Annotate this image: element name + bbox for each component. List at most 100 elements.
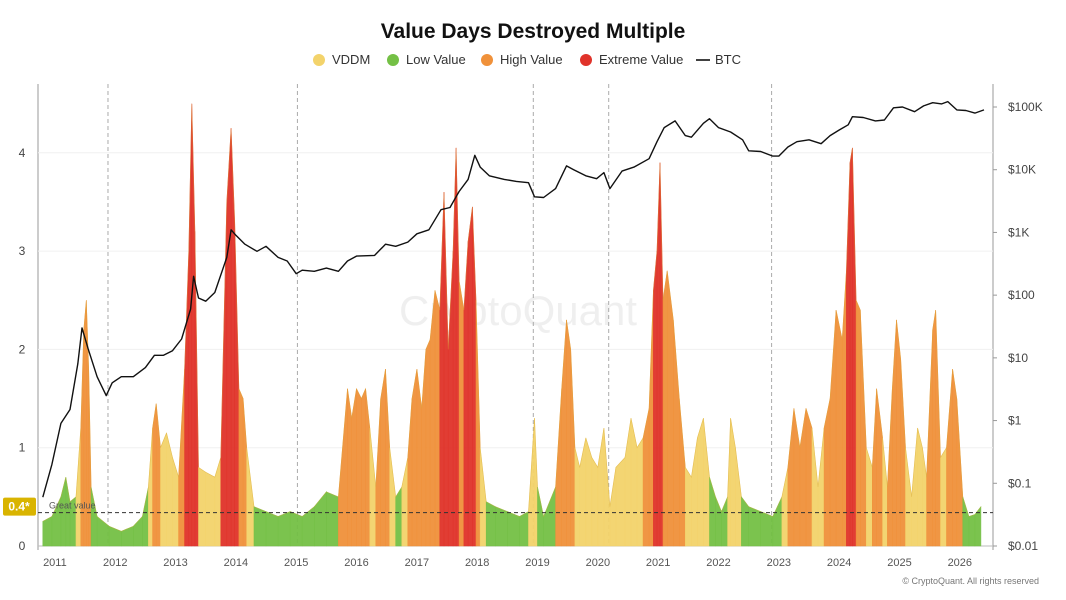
vddm-segment	[829, 310, 837, 547]
vddm-segment	[926, 329, 933, 547]
y-tick-label-right: $1	[1008, 414, 1022, 428]
y-tick-label-right: $10	[1008, 351, 1028, 365]
vddm-segment	[214, 457, 222, 547]
vddm-segment	[811, 427, 819, 547]
x-tick-label: 2015	[284, 557, 308, 569]
vddm-segment	[230, 128, 235, 547]
vddm-segment	[407, 398, 413, 547]
vddm-segment	[817, 427, 825, 547]
vddm-segment	[96, 515, 110, 547]
vddm-segment	[80, 329, 85, 547]
vddm-segment	[121, 525, 134, 547]
axis-layer: 0 1 2 3 4 $0.01 $0.1 $1 $10 $100 $1K $10K $100K 2011 2…	[3, 100, 1043, 569]
legend-label: BTC	[715, 52, 741, 67]
y-tick-label-right: $1K	[1008, 225, 1029, 239]
great-value-label: Great value	[49, 501, 96, 511]
vddm-segment	[198, 466, 206, 547]
vddm-segment	[852, 147, 857, 547]
vddm-segment	[905, 447, 912, 547]
x-tick-label: 2023	[767, 557, 791, 569]
vddm-segment	[570, 349, 576, 547]
x-tick-label: 2016	[344, 557, 368, 569]
vddm-segment	[365, 388, 371, 547]
vddm-segment	[507, 511, 520, 547]
vddm-segment	[841, 270, 847, 547]
vddm-segment	[805, 408, 813, 547]
vddm-segment	[872, 388, 877, 547]
vddm-segment	[781, 467, 789, 547]
vddm-segment	[946, 369, 953, 547]
vddm-segment	[932, 310, 936, 547]
vddm-segment	[968, 514, 976, 547]
vddm-segment	[458, 280, 465, 547]
y-tick-label-left: 2	[19, 342, 26, 356]
vddm-segment	[277, 511, 291, 547]
vddm-segment	[835, 310, 843, 547]
vddm-segment	[205, 471, 216, 547]
vddm-segment	[314, 491, 327, 547]
btc-price-line	[42, 100, 985, 498]
vddm-segment	[962, 496, 970, 547]
vddm-segment	[528, 418, 535, 547]
vddm-segment	[160, 432, 167, 547]
vddm-segment	[703, 418, 710, 547]
x-tick-label: 2017	[405, 557, 429, 569]
x-tick-label: 2012	[103, 557, 127, 569]
vddm-segment	[630, 418, 638, 547]
legend-swatch	[481, 54, 493, 66]
vddm-segment	[900, 359, 906, 547]
y-tick-label-left: 4	[19, 146, 26, 160]
y-tick-label-right: $0.1	[1008, 476, 1032, 490]
vddm-segment	[90, 486, 98, 547]
vddm-segment	[679, 398, 686, 547]
x-tick-label: 2024	[827, 557, 851, 569]
vddm-segment	[133, 515, 143, 547]
vddm-segment	[597, 427, 605, 547]
vddm-segment	[65, 477, 71, 547]
chart-title: Value Days Destroyed Multiple	[381, 20, 686, 43]
vddm-segment	[238, 388, 244, 547]
x-tick-label: 2025	[887, 557, 911, 569]
legend-swatch	[387, 54, 399, 66]
y-tick-label-right: $0.01	[1008, 539, 1038, 553]
vddm-segment	[636, 436, 644, 547]
vddm-segment	[108, 525, 122, 547]
x-tick-label: 2022	[706, 557, 730, 569]
vddm-segment	[172, 457, 179, 547]
vddm-segment	[735, 447, 742, 547]
x-tick-label: 2020	[586, 557, 610, 569]
vddm-segment	[662, 270, 668, 547]
y-tick-label-right: $100	[1008, 288, 1035, 302]
vddm-segment	[591, 456, 599, 547]
vddm-segment	[940, 446, 947, 547]
vddm-segment	[543, 486, 556, 547]
current-value-badge	[3, 497, 36, 516]
vddm-segment	[537, 486, 544, 547]
legend-label: Low Value	[406, 52, 466, 67]
vddm-segment	[467, 206, 473, 547]
vddm-segment	[855, 300, 861, 547]
vddm-segment	[730, 418, 736, 547]
vddm-segment	[416, 369, 422, 547]
y-tick-label-left: 3	[19, 244, 26, 258]
vddm-segment	[882, 437, 888, 547]
vddm-area-layer: Great value	[38, 103, 993, 547]
vddm-segment	[849, 147, 853, 547]
vddm-segment	[956, 398, 964, 547]
y-tick-label-right: $100K	[1008, 100, 1043, 114]
vddm-segment	[760, 511, 774, 547]
vddm-segment	[326, 491, 339, 547]
legend-swatch	[580, 54, 592, 66]
vddm-segment	[369, 427, 377, 547]
vddm-segment	[485, 501, 496, 547]
vddm-outline	[42, 103, 982, 532]
vddm-segment	[615, 456, 626, 547]
vddm-segment	[356, 388, 362, 547]
vddm-segment	[866, 447, 873, 547]
y-tick-label-left: 1	[19, 441, 26, 455]
vddm-segment	[741, 495, 749, 547]
vddm-segment	[555, 388, 562, 547]
vddm-segment	[519, 511, 529, 547]
